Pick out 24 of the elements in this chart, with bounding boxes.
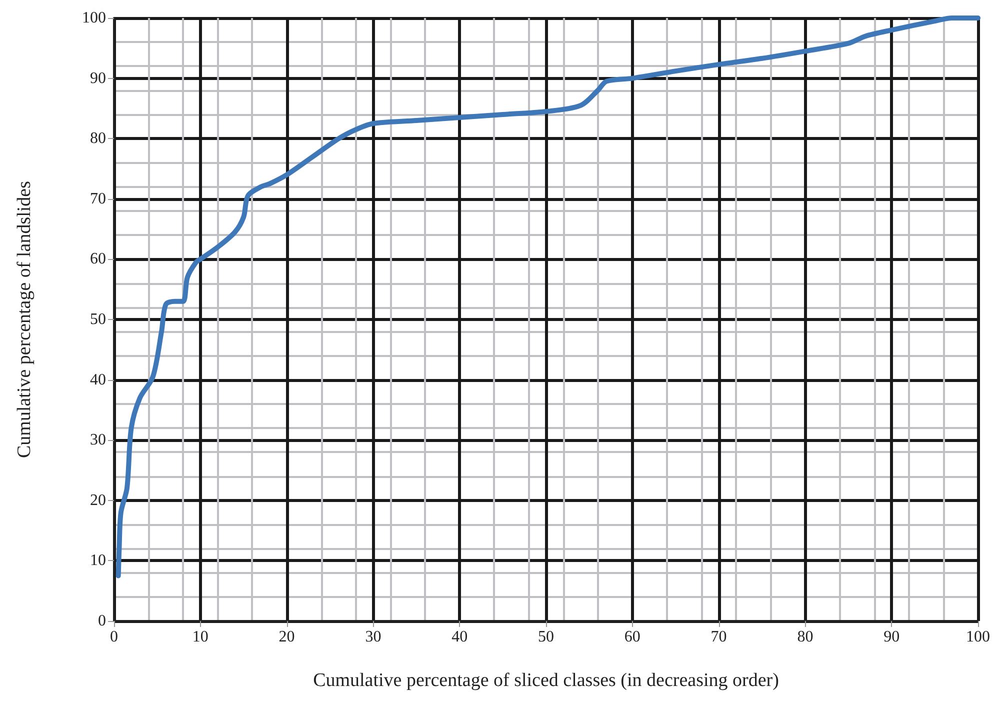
y-tick-label: 0 xyxy=(98,612,106,630)
x-tick-label: 100 xyxy=(966,628,990,646)
y-tick-label: 10 xyxy=(90,552,106,570)
x-tick-label: 0 xyxy=(110,628,118,646)
y-tick-label: 20 xyxy=(90,492,106,509)
x-tick-label: 70 xyxy=(710,628,727,646)
x-tick-label: 40 xyxy=(452,628,468,646)
y-tick-label: 90 xyxy=(90,70,106,87)
y-tick-label: 40 xyxy=(90,371,106,388)
x-tick-label: 20 xyxy=(278,628,295,646)
y-tick-label: 100 xyxy=(82,10,106,26)
y-tick-label: 60 xyxy=(90,250,106,268)
x-tick-label: 10 xyxy=(192,628,208,646)
x-tick-label: 80 xyxy=(797,628,814,646)
y-tick-label: 30 xyxy=(90,432,106,449)
y-tick-label: 80 xyxy=(90,130,106,148)
x-axis-title: Cumulative percentage of sliced classes (in decreasing order) xyxy=(313,670,779,691)
x-tick-label: 90 xyxy=(884,628,900,646)
y-axis-title: Cumulative percentage of landslides xyxy=(14,181,35,458)
x-tick-label: 60 xyxy=(624,628,640,646)
x-tick-label: 30 xyxy=(365,628,382,646)
x-tick-label: 50 xyxy=(538,628,554,646)
y-tick-label: 70 xyxy=(90,190,106,208)
y-tick-label: 50 xyxy=(90,311,106,328)
